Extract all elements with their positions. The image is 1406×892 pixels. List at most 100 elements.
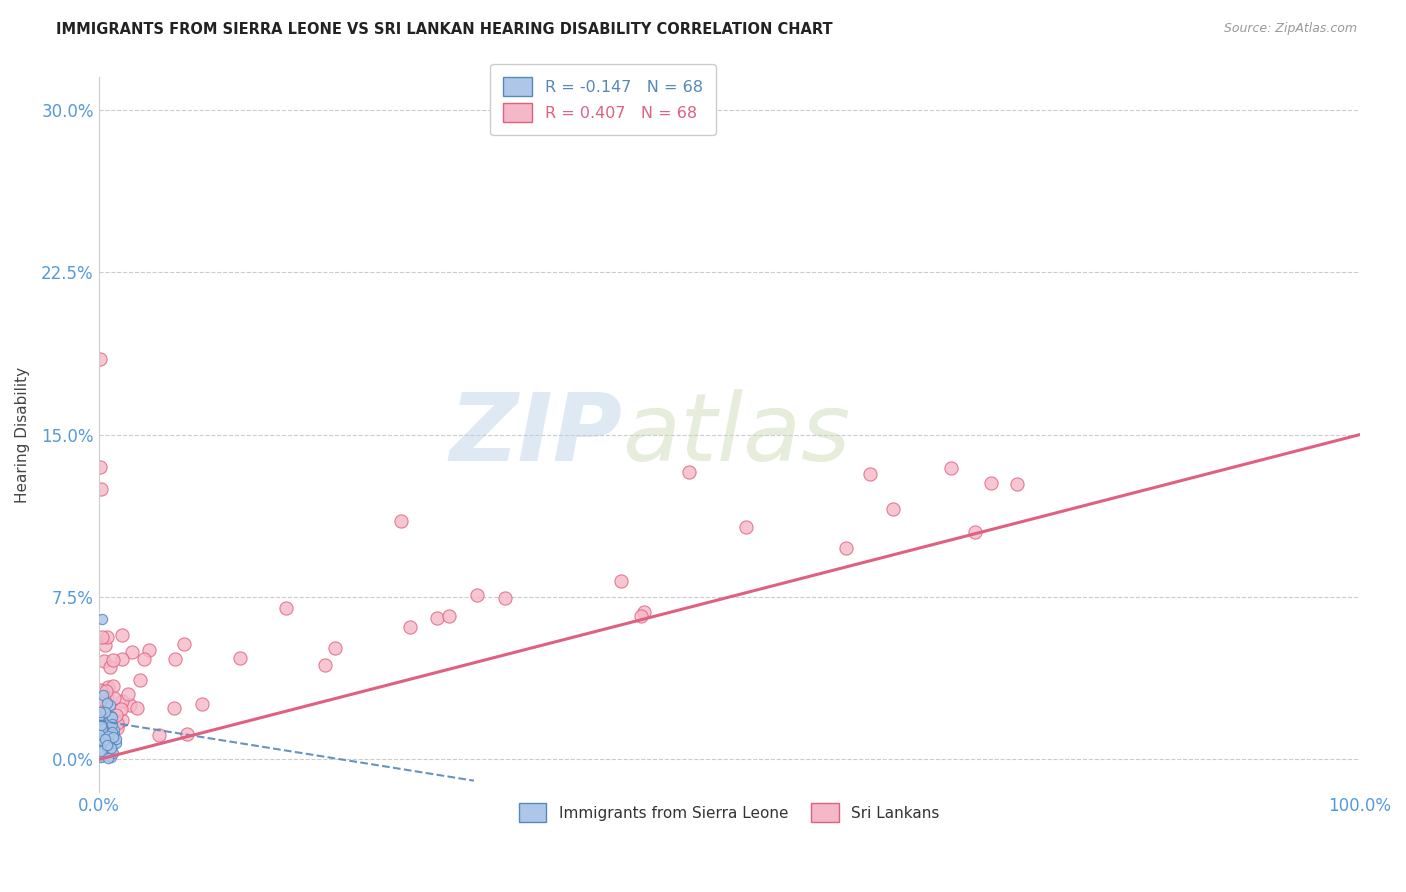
Point <box>97 751 120 765</box>
Point <box>274 600 297 615</box>
Point <box>97 727 120 741</box>
Point <box>94 731 117 746</box>
Point <box>93 733 115 747</box>
Point <box>96 630 118 644</box>
Point <box>89 727 111 741</box>
Point <box>96 743 118 757</box>
Point <box>87 709 110 723</box>
Point <box>101 731 124 745</box>
Point <box>90 725 112 739</box>
Point <box>90 747 112 761</box>
Point <box>882 502 904 516</box>
Point <box>93 730 115 744</box>
Point <box>129 673 152 688</box>
Point <box>89 460 111 475</box>
Point <box>229 650 252 665</box>
Point <box>97 729 120 743</box>
Text: ZIP: ZIP <box>449 389 621 481</box>
Point <box>163 652 186 666</box>
Point <box>96 690 118 705</box>
Point <box>91 742 114 756</box>
Point <box>98 745 121 759</box>
Point <box>100 740 122 755</box>
Point <box>105 715 128 730</box>
Point <box>98 660 121 674</box>
Point <box>465 588 488 602</box>
Point <box>97 681 120 695</box>
Point <box>398 620 420 634</box>
Point <box>138 643 160 657</box>
Point <box>87 735 110 749</box>
Point <box>89 742 111 756</box>
Point <box>127 701 149 715</box>
Point <box>104 731 127 746</box>
Point <box>100 724 122 739</box>
Point <box>96 738 118 752</box>
Point <box>94 706 117 720</box>
Point <box>118 698 141 713</box>
Point <box>90 748 112 763</box>
Point <box>1007 476 1029 491</box>
Point <box>98 736 121 750</box>
Point <box>101 739 124 753</box>
Point <box>103 690 125 705</box>
Point <box>965 525 987 540</box>
Point <box>90 720 112 734</box>
Point <box>91 739 114 753</box>
Point <box>90 718 112 732</box>
Point <box>98 698 121 713</box>
Point <box>101 725 124 739</box>
Point <box>89 705 111 719</box>
Point <box>89 351 111 366</box>
Y-axis label: Hearing Disability: Hearing Disability <box>15 367 30 503</box>
Point <box>494 591 516 606</box>
Point <box>835 541 858 555</box>
Point <box>162 700 184 714</box>
Point <box>100 717 122 731</box>
Point <box>103 728 125 742</box>
Point <box>91 722 114 736</box>
Point <box>87 709 110 723</box>
Point <box>94 683 117 698</box>
Text: atlas: atlas <box>621 389 851 480</box>
Point <box>93 700 115 714</box>
Point <box>630 609 652 624</box>
Point <box>90 732 112 747</box>
Point <box>100 741 122 756</box>
Point <box>90 744 112 758</box>
Point <box>90 740 112 755</box>
Point <box>101 679 124 693</box>
Point <box>98 713 121 727</box>
Point <box>89 749 111 764</box>
Point <box>121 645 143 659</box>
Point <box>91 723 114 737</box>
Point <box>111 652 134 666</box>
Point <box>437 609 460 624</box>
Point <box>93 638 115 652</box>
Point <box>101 747 124 761</box>
Point <box>90 612 112 626</box>
Point <box>103 723 125 738</box>
Point <box>89 683 111 698</box>
Point <box>96 696 118 710</box>
Point <box>111 694 134 708</box>
Point <box>90 728 112 742</box>
Point <box>100 708 122 723</box>
Point <box>678 465 700 479</box>
Point <box>941 461 963 475</box>
Point <box>735 520 758 534</box>
Point <box>190 697 212 711</box>
Point <box>91 711 114 725</box>
Point <box>132 651 155 665</box>
Point <box>93 745 115 759</box>
Point <box>93 741 115 756</box>
Point <box>91 720 114 734</box>
Point <box>91 723 114 738</box>
Point <box>609 574 631 588</box>
Point <box>89 728 111 742</box>
Point <box>633 605 655 619</box>
Point <box>90 482 112 496</box>
Point <box>105 722 128 736</box>
Point <box>93 654 115 668</box>
Point <box>101 710 124 724</box>
